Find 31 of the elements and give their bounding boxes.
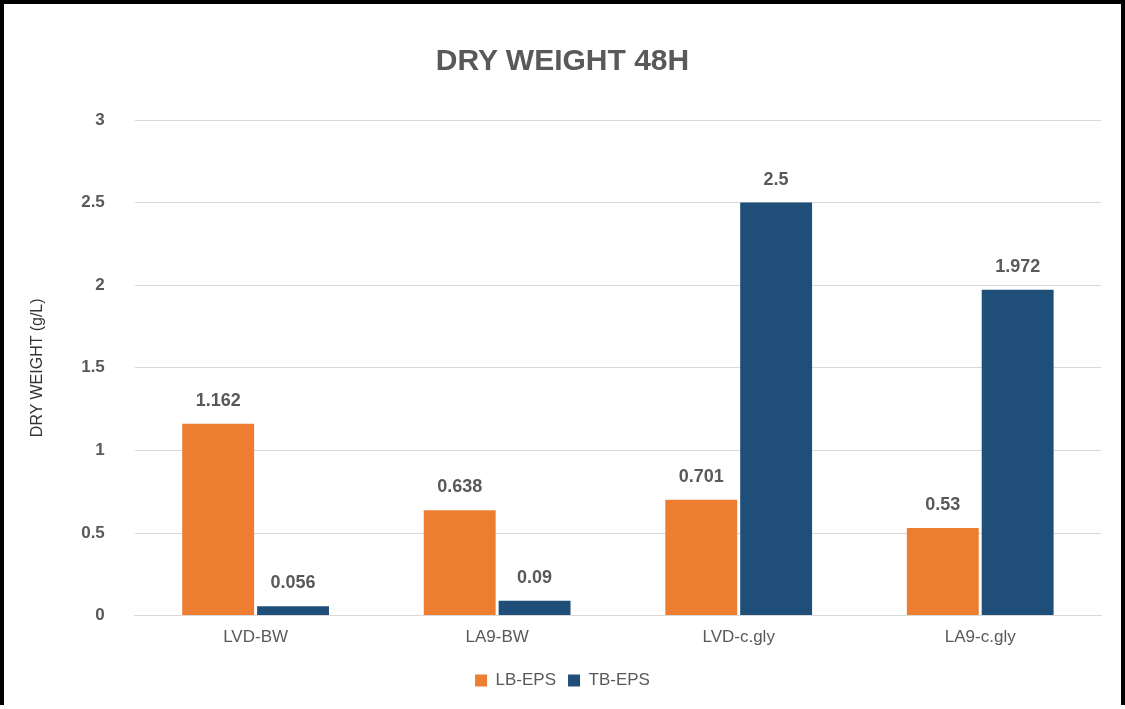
y-tick-label: 0.5 xyxy=(81,522,105,542)
data-label: 0.53 xyxy=(925,494,961,515)
legend-label: TB-EPS xyxy=(588,670,650,690)
data-label: 1.972 xyxy=(995,255,1041,276)
data-label: 0.638 xyxy=(437,476,483,497)
data-label: 1.162 xyxy=(195,389,241,410)
data-label: 0.056 xyxy=(270,572,316,593)
chart-title: DRY WEIGHT 48H xyxy=(435,43,690,77)
bar xyxy=(906,528,979,616)
x-tick-label: LA9-BW xyxy=(465,627,529,647)
x-tick-label: LVD-c.gly xyxy=(702,627,776,647)
y-tick-label: 1 xyxy=(95,440,105,460)
bar xyxy=(257,606,329,616)
data-label: 2.5 xyxy=(763,168,789,189)
x-tick-label: LA9-c.gly xyxy=(944,627,1017,647)
x-tick-label: LVD-BW xyxy=(223,627,289,647)
bar xyxy=(740,202,813,616)
y-tick-label: 0 xyxy=(95,605,105,625)
bar xyxy=(665,499,738,616)
y-tick-label: 1.5 xyxy=(81,357,105,377)
y-axis-title: DRY WEIGHT (g/L) xyxy=(28,298,46,438)
bar xyxy=(981,289,1054,616)
legend-label: LB-EPS xyxy=(495,670,557,690)
data-label: 0.09 xyxy=(517,566,553,587)
data-label: 0.701 xyxy=(678,465,724,486)
bar xyxy=(182,423,255,616)
y-tick-label: 2 xyxy=(95,274,105,294)
bar xyxy=(423,510,496,616)
bar xyxy=(498,600,571,616)
y-tick-label: 2.5 xyxy=(81,192,105,212)
y-tick-label: 3 xyxy=(95,109,105,129)
